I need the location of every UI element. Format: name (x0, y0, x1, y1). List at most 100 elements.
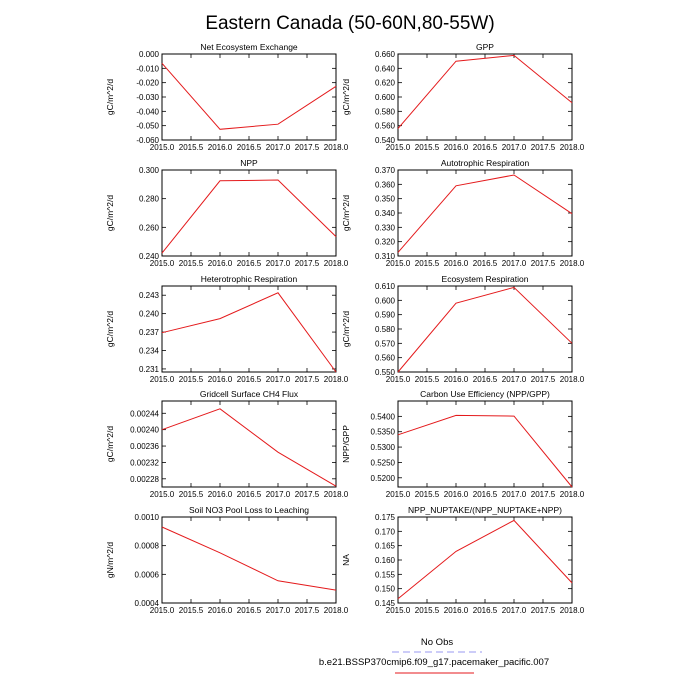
x-tick-label: 2017.5 (295, 375, 320, 384)
x-tick-label: 2017.0 (502, 375, 527, 384)
panel-8: Soil NO3 Pool Loss to Leaching gN/m^2/d 20… (105, 505, 349, 615)
series-line (397, 54, 573, 129)
y-axis-label: NPP/GPP (341, 425, 351, 463)
panel-7: Carbon Use Efficiency (NPP/GPP) NPP/GPP 20… (341, 389, 585, 499)
y-tick-label: 0.610 (375, 282, 396, 291)
panel-2: NPP gC/m^2/d 2015.0 2015.5 2016.0 2016.5 2017.… (105, 158, 349, 268)
y-axis-label: gC/m^2/d (105, 311, 115, 347)
x-tick-label: 2017.5 (531, 375, 556, 384)
panel-title: NPP (240, 158, 258, 168)
x-tick-label: 2016.0 (208, 490, 233, 499)
legend: No Obs b.e21.BSSP370cmip6.f09_g17.pacema… (319, 637, 549, 674)
figure-title: Eastern Canada (50-60N,80-55W) (205, 13, 494, 34)
y-axis-label: gC/m^2/d (341, 195, 351, 231)
y-tick-label: 0.5300 (371, 443, 396, 452)
panel-3: Autotrophic Respiration gC/m^2/d 2015.0 201… (341, 158, 585, 268)
x-tick-label: 2016.5 (473, 606, 498, 615)
x-tick-label: 2016.5 (473, 259, 498, 268)
series-line (397, 174, 573, 253)
panel-6: Gridcell Surface CH4 Flux gC/m^2/d 2015.0 2… (105, 389, 349, 499)
y-tick-label: 0.340 (375, 209, 396, 218)
x-tick-label: 2015.0 (150, 259, 175, 268)
panel-title: NPP_NUPTAKE/(NPP_NUPTAKE+NPP) (408, 505, 562, 515)
series-line (397, 286, 573, 373)
x-tick-label: 2015.0 (386, 606, 411, 615)
plot-frame (161, 285, 337, 373)
x-tick-label: 2018.0 (324, 490, 349, 499)
x-tick-label: 2018.0 (324, 606, 349, 615)
y-tick-label: 0.150 (375, 585, 396, 594)
x-tick-label: 2015.5 (415, 490, 440, 499)
y-tick-label: 0.165 (375, 542, 396, 551)
x-tick-label: 2017.0 (502, 143, 527, 152)
y-axis-label: gC/m^2/d (341, 79, 351, 115)
x-tick-label: 2016.0 (444, 490, 469, 499)
series-line (161, 179, 337, 254)
y-axis-label: NA (341, 554, 351, 566)
y-tick-label: 0.175 (375, 513, 396, 522)
y-tick-label: -0.030 (136, 93, 159, 102)
y-tick-label: 0.00236 (130, 442, 159, 451)
y-tick-label: 0.350 (375, 195, 396, 204)
x-tick-label: 2016.5 (237, 375, 262, 384)
y-tick-label: 0.600 (375, 296, 396, 305)
x-tick-label: 2015.5 (179, 259, 204, 268)
series-line (161, 408, 337, 487)
y-tick-label: 0.360 (375, 180, 396, 189)
y-tick-label: 0.590 (375, 311, 396, 320)
x-tick-label: 2015.0 (386, 490, 411, 499)
y-tick-label: 0.550 (375, 368, 396, 377)
y-tick-label: 0.000 (139, 50, 160, 59)
x-tick-label: 2018.0 (560, 143, 585, 152)
x-tick-label: 2018.0 (324, 375, 349, 384)
y-tick-label: 0.00240 (130, 426, 159, 435)
x-tick-label: 2016.0 (444, 143, 469, 152)
x-tick-label: 2017.5 (295, 143, 320, 152)
y-tick-label: 0.5250 (371, 458, 396, 467)
series-line (161, 526, 337, 591)
y-tick-label: 0.0006 (135, 570, 160, 579)
x-tick-label: 2015.0 (386, 375, 411, 384)
x-tick-label: 2015.5 (415, 259, 440, 268)
x-tick-label: 2015.0 (386, 259, 411, 268)
x-tick-label: 2017.5 (295, 259, 320, 268)
x-tick-label: 2015.0 (150, 490, 175, 499)
y-tick-label: 0.540 (375, 136, 396, 145)
x-tick-label: 2018.0 (324, 259, 349, 268)
x-tick-label: 2016.5 (237, 143, 262, 152)
y-tick-label: 0.237 (139, 328, 160, 337)
y-tick-label: 0.170 (375, 527, 396, 536)
y-tick-label: 0.600 (375, 93, 396, 102)
x-tick-label: 2017.0 (266, 606, 291, 615)
x-tick-label: 2015.5 (179, 490, 204, 499)
x-tick-label: 2017.0 (502, 490, 527, 499)
x-tick-label: 2015.5 (179, 375, 204, 384)
y-tick-label: 0.00244 (130, 409, 159, 418)
panel-1: GPP gC/m^2/d 2015.0 2015.5 2016.0 2016.5 2017.… (341, 42, 585, 152)
y-tick-label: 0.5400 (371, 412, 396, 421)
x-tick-label: 2016.5 (237, 606, 262, 615)
x-tick-label: 2017.5 (531, 490, 556, 499)
x-tick-label: 2015.5 (415, 143, 440, 152)
x-tick-label: 2017.5 (295, 490, 320, 499)
x-tick-label: 2015.5 (415, 606, 440, 615)
y-axis-label: gC/m^2/d (105, 79, 115, 115)
series-line (397, 414, 573, 488)
y-tick-label: 0.00232 (130, 458, 159, 467)
y-tick-label: 0.5200 (371, 474, 396, 483)
panel-title: Gridcell Surface CH4 Flux (200, 389, 299, 399)
panel-0: Net Ecosystem Exchange gC/m^2/d 2015.0 2015… (105, 42, 349, 152)
y-tick-label: 0.310 (375, 252, 396, 261)
x-tick-label: 2016.0 (444, 259, 469, 268)
x-tick-label: 2015.5 (415, 375, 440, 384)
y-tick-label: -0.050 (136, 122, 159, 131)
y-tick-label: 0.243 (139, 291, 160, 300)
series-line (397, 519, 573, 600)
y-tick-label: 0.560 (375, 122, 396, 131)
x-tick-label: 2016.0 (444, 606, 469, 615)
panel-5: Ecosystem Respiration gC/m^2/d 2015.0 2015.… (341, 274, 585, 384)
y-tick-label: 0.300 (139, 166, 160, 175)
x-tick-label: 2017.0 (266, 259, 291, 268)
x-tick-label: 2017.0 (266, 375, 291, 384)
x-tick-label: 2017.5 (531, 143, 556, 152)
